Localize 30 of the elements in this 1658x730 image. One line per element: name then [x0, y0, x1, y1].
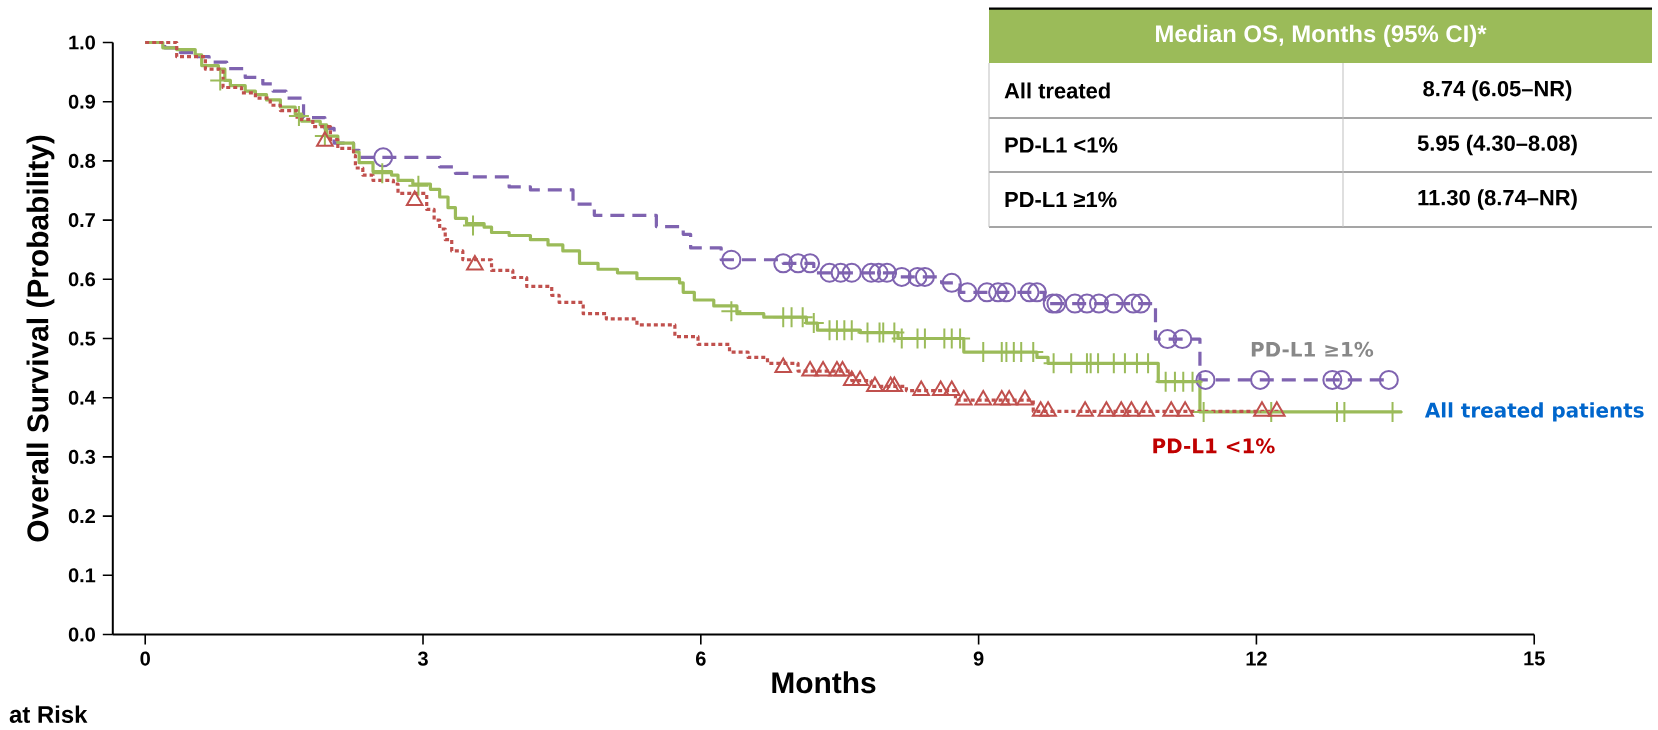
series-label: PD-L1 <1%: [1153, 438, 1275, 454]
x-tick-label: 0: [140, 651, 150, 666]
y-tick-label: 0.7: [68, 213, 95, 228]
x-tick-label: 12: [1246, 651, 1267, 666]
annotation: Median OS, Months (95% CI)*: [1156, 24, 1487, 47]
y-tick-label: 1.0: [69, 35, 95, 50]
y-tick-label: 0.6: [68, 272, 96, 287]
y-tick-label: 0.3: [68, 449, 96, 464]
annotation: 8.74 (6.05–NR): [1423, 80, 1572, 101]
annotation: All treated: [1004, 82, 1110, 99]
series-label: PD-L1 ≥1%: [1251, 341, 1374, 357]
y-tick-label: 0.8: [68, 153, 96, 168]
x-tick-label: 15: [1524, 651, 1545, 666]
y-axis-title: Overall Survival (Probability): [26, 135, 55, 542]
x-tick-label: 6: [695, 651, 706, 666]
series-label: All treated patients: [1424, 402, 1644, 422]
annotation: 11.30 (8.74–NR): [1418, 189, 1577, 210]
annotation: PD-L1 <1%: [1005, 137, 1118, 153]
y-tick-label: 0.4: [68, 390, 96, 405]
y-tick-label: 0.2: [68, 509, 95, 524]
x-tick-label: 9: [973, 651, 984, 666]
x-axis-title: Months: [772, 671, 876, 694]
y-tick-label: 0.9: [68, 94, 96, 109]
x-tick-label: 3: [417, 651, 428, 666]
annotation: PD-L1 ≥1%: [1005, 191, 1117, 208]
y-tick-label: 0.5: [68, 331, 96, 346]
y-tick-label: 0.0: [68, 627, 95, 642]
text: at Risk: [9, 705, 88, 723]
y-tick-label: 0.1: [68, 568, 96, 583]
annotation: 5.95 (4.30–8.08): [1417, 134, 1577, 156]
